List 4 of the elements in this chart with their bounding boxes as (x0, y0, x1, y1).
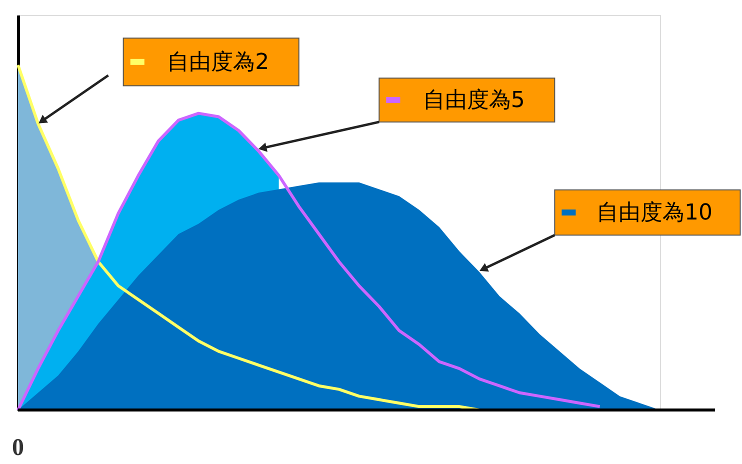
legend-label: 自由度為5 (422, 88, 525, 114)
text: 0 (12, 434, 24, 461)
legend-label: 自由度為10 (596, 200, 712, 226)
legend-label: 自由度為2 (167, 50, 270, 75)
